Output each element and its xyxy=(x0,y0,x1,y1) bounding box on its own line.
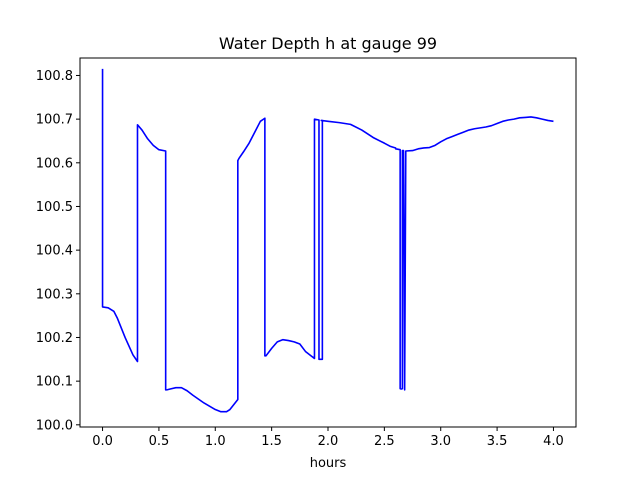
x-axis-label: hours xyxy=(310,456,347,471)
x-tick-label: 0.5 xyxy=(149,434,170,449)
x-tick-label: 0.0 xyxy=(92,434,113,449)
y-tick-label: 100.1 xyxy=(36,375,73,390)
series-line-0 xyxy=(101,68,554,413)
x-tick-label: 2.0 xyxy=(318,434,339,449)
y-axis: 100.0 100.1 100.2 100.3 100.4 100.5 100.6 100.7… xyxy=(36,69,80,433)
y-tick-label: 100.0 xyxy=(36,418,73,433)
x-tick-label: 2.5 xyxy=(374,434,395,449)
plot-frame xyxy=(79,57,577,428)
series-layer xyxy=(101,68,554,413)
y-tick-label: 100.4 xyxy=(36,244,73,259)
y-tick-label: 100.2 xyxy=(36,331,73,346)
x-tick-label: 3.0 xyxy=(430,434,451,449)
x-tick-label: 3.5 xyxy=(487,434,508,449)
y-tick-label: 100.6 xyxy=(36,156,73,171)
x-tick-label: 4.0 xyxy=(543,434,564,449)
y-tick-label: 100.3 xyxy=(36,287,73,302)
y-tick-label: 100.7 xyxy=(36,113,73,128)
y-tick-label: 100.8 xyxy=(36,69,73,84)
y-tick-label: 100.5 xyxy=(36,200,73,215)
x-tick-label: 1.5 xyxy=(261,434,282,449)
chart-title: Water Depth h at gauge 99 xyxy=(219,34,437,53)
x-axis: 0.0 0.5 1.0 1.5 2.0 2.5 3.0 3.5 4.0 xyxy=(92,427,564,449)
x-tick-label: 1.0 xyxy=(205,434,226,449)
plot-area xyxy=(80,58,576,427)
